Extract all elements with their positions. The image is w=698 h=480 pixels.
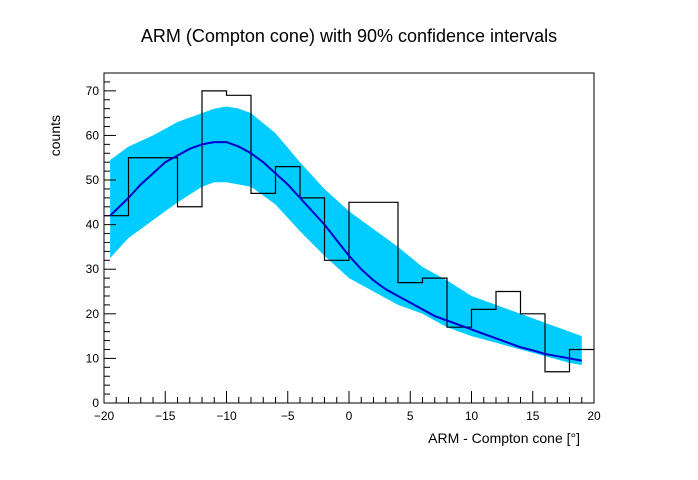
x-tick-label: 5: [407, 409, 414, 423]
y-tick-label: 60: [86, 128, 100, 142]
axes: −20 −15 −10 −5 0 5 10 15 20 0 10 20 30 40 50 60 70: [86, 72, 601, 423]
y-tick-label: 30: [86, 262, 100, 276]
x-tick-label: −5: [281, 409, 295, 423]
x-axis-label: ARM - Compton cone [°]: [428, 430, 580, 446]
confidence-band: [110, 106, 582, 366]
plot-area: [104, 90, 594, 373]
x-tick-label: 20: [587, 409, 601, 423]
fit-line: [109, 141, 582, 362]
x-tick-label: −10: [216, 409, 237, 423]
y-tick-label: 20: [86, 307, 100, 321]
y-tick-label: 70: [86, 84, 100, 98]
y-tick-label: 0: [92, 396, 99, 410]
x-tick-label: 10: [465, 409, 479, 423]
histogram-line: [104, 90, 594, 373]
y-tick-label: 50: [86, 173, 100, 187]
chart-title: ARM (Compton cone) with 90% confidence i…: [141, 26, 557, 46]
y-tick-label: 10: [86, 351, 100, 365]
y-axis-label: counts: [47, 115, 63, 156]
x-tick-label: 0: [346, 409, 353, 423]
x-tick-label: 15: [526, 409, 540, 423]
x-tick-label: −15: [155, 409, 176, 423]
y-tick-label: 40: [86, 218, 100, 232]
x-tick-label: −20: [94, 409, 115, 423]
